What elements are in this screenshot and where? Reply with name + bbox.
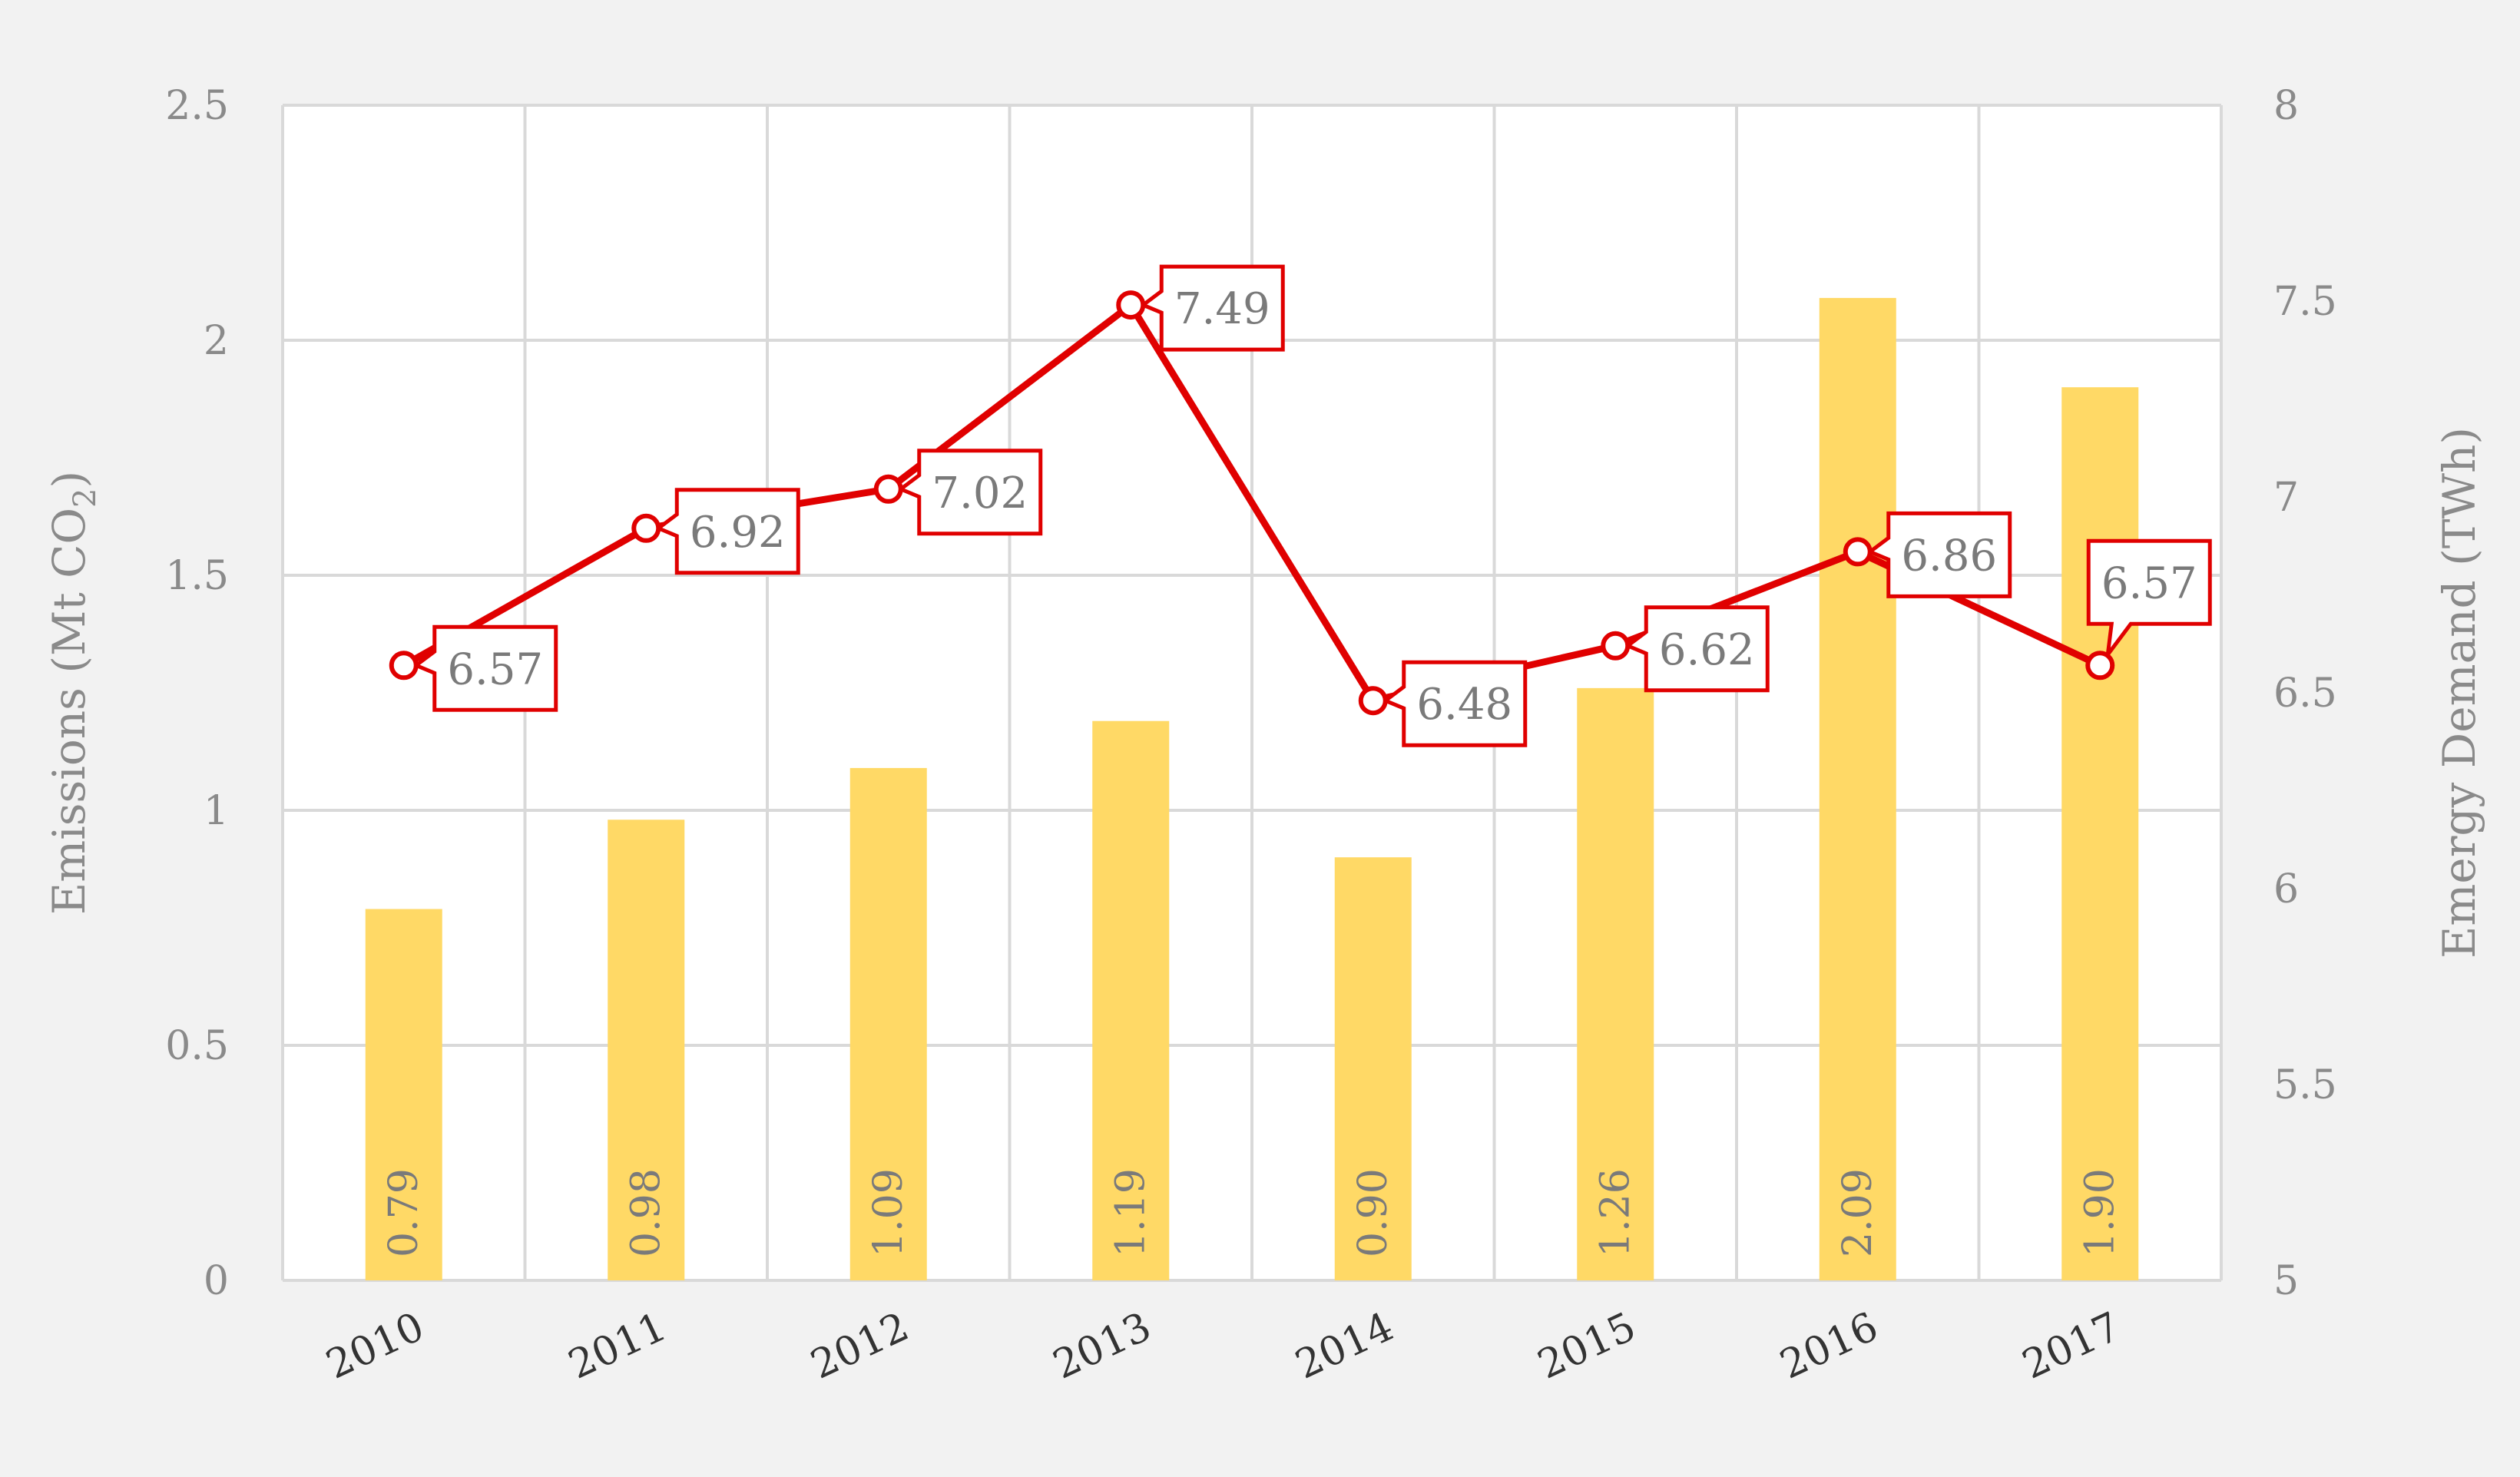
bar — [1577, 687, 1654, 1280]
line-data-callout: 7.02 — [896, 449, 1043, 536]
callout-box — [412, 624, 558, 712]
x-tick-label: 2017 — [2015, 1303, 2127, 1388]
bar-data-labels: 0.79 0.98 1.09 1.19 0.90 1.26 2.09 1.90 — [381, 1168, 2124, 1257]
line-data-callout: 6.92 — [654, 488, 800, 575]
bar — [2061, 387, 2139, 1281]
bar — [1819, 297, 1896, 1280]
right-axis-title: Emergy Demand (TWh) — [2433, 427, 2485, 959]
line-data-callout: 7.49 — [1139, 264, 1285, 352]
left-tick-label: 2 — [204, 318, 229, 364]
bar-data-label: 0.98 — [623, 1168, 669, 1257]
line-marker — [2085, 651, 2115, 681]
callout-box — [1624, 605, 1770, 693]
right-tick-label: 8 — [2273, 83, 2299, 129]
left-axis-title-text: Emissions (Mt CO — [43, 508, 95, 915]
right-tick-label: 7 — [2273, 475, 2299, 521]
x-tick-label: 2012 — [804, 1303, 916, 1388]
callout-box — [1866, 511, 2012, 598]
line-data-callout: 6.62 — [1624, 605, 1770, 693]
x-tick-label: 2014 — [1289, 1303, 1400, 1388]
bar — [608, 820, 685, 1280]
bar — [1092, 720, 1170, 1280]
bar-series — [365, 297, 2139, 1281]
bar-data-label: 0.79 — [381, 1168, 427, 1257]
bar-data-label: 0.90 — [1350, 1168, 1396, 1257]
callout-box — [1139, 264, 1285, 352]
left-tick-label: 0.5 — [165, 1023, 229, 1069]
line-data-label: 6.57 — [447, 644, 543, 694]
x-tick-label: 2010 — [320, 1303, 431, 1388]
x-tick-label: 2013 — [1046, 1303, 1157, 1388]
line-series: 6.57 6.92 7.02 7.49 6.48 6.62 6.86 6.57 — [389, 264, 2212, 747]
left-axis-ticks: 0 0.5 1 1.5 2 2.5 — [165, 83, 229, 1304]
bar — [1334, 857, 1412, 1280]
bar-data-label: 2.09 — [1835, 1168, 1881, 1257]
callout-box — [1381, 660, 1528, 747]
line-data-label: 7.02 — [932, 469, 1028, 518]
left-tick-label: 0 — [204, 1258, 229, 1304]
line-data-label: 6.48 — [1416, 680, 1512, 730]
line-data-callout: 6.86 — [1866, 511, 2012, 598]
right-tick-label: 6 — [2273, 866, 2299, 912]
bar-data-label: 1.90 — [2077, 1168, 2123, 1257]
line-marker — [1116, 290, 1146, 320]
line-data-callout: 6.57 — [412, 624, 558, 712]
left-tick-label: 1 — [204, 788, 229, 834]
line-marker — [873, 474, 903, 504]
x-tick-label: 2016 — [1773, 1303, 1885, 1388]
gridlines — [281, 104, 2223, 1282]
line-marker — [1601, 631, 1631, 661]
line-data-label: 6.57 — [2101, 558, 2197, 608]
line-marker — [389, 651, 419, 681]
bar — [849, 767, 927, 1280]
right-tick-label: 7.5 — [2273, 279, 2337, 325]
line-data-label: 6.92 — [690, 508, 786, 558]
left-tick-label: 1.5 — [165, 553, 229, 599]
callout-box — [654, 488, 800, 575]
line-data-label: 6.62 — [1659, 625, 1755, 675]
callout-box — [2086, 538, 2212, 662]
x-tick-label: 2015 — [1531, 1303, 1642, 1388]
left-axis-title: Emissions (Mt CO2) — [43, 471, 103, 915]
right-tick-label: 6.5 — [2273, 671, 2337, 717]
x-axis-ticks: 2010 2011 2012 2013 2014 2015 2016 2017 — [320, 1303, 2128, 1388]
bar-data-label: 1.19 — [1108, 1168, 1154, 1257]
right-tick-label: 5 — [2273, 1258, 2299, 1304]
bar-data-label: 1.26 — [1592, 1168, 1638, 1257]
right-tick-label: 5.5 — [2273, 1062, 2337, 1108]
line-data-label: 6.86 — [1901, 531, 1997, 581]
line-marker — [1358, 686, 1388, 716]
right-axis-ticks: 5 5.5 6 6.5 7 7.5 8 — [2273, 83, 2337, 1304]
line-data-callout: 6.48 — [1381, 660, 1528, 747]
callout-box — [896, 449, 1043, 536]
left-tick-label: 2.5 — [165, 83, 229, 129]
x-tick-label: 2011 — [561, 1303, 673, 1388]
line-marker — [1843, 537, 1873, 567]
line-marker — [631, 513, 661, 543]
left-axis-title-suffix: ) — [43, 471, 95, 488]
bar — [365, 909, 442, 1280]
bar-data-label: 1.09 — [866, 1168, 912, 1257]
line-data-callout: 6.57 — [2086, 538, 2212, 662]
line-data-label: 7.49 — [1174, 284, 1270, 334]
left-axis-title-subscript: 2 — [68, 488, 103, 508]
